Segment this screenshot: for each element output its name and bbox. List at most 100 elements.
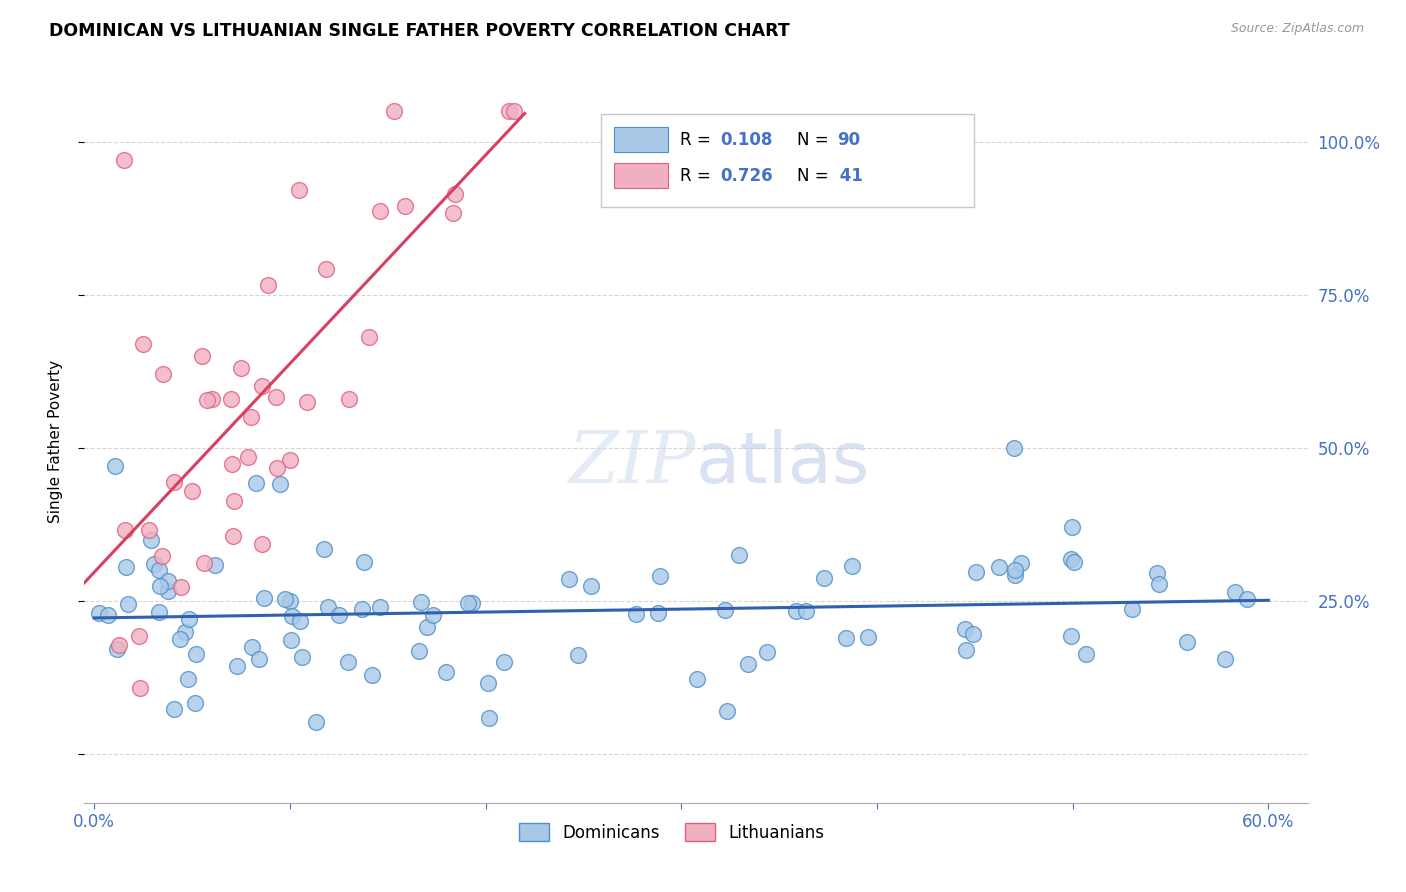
Dominicans: [1213, 652, 1236, 666]
Lithuanians: [443, 186, 465, 201]
Lithuanians: [112, 153, 135, 167]
Dominicans: [841, 559, 863, 574]
Lithuanians: [222, 494, 245, 508]
Dominicans: [353, 555, 375, 569]
Dominicans: [1004, 568, 1026, 582]
Text: Source: ZipAtlas.com: Source: ZipAtlas.com: [1230, 22, 1364, 36]
Dominicans: [1147, 577, 1170, 591]
Dominicans: [336, 655, 359, 669]
Dominicans: [328, 607, 350, 622]
Dominicans: [409, 595, 432, 609]
Dominicans: [1121, 602, 1143, 616]
Dominicans: [157, 574, 180, 588]
Lithuanians: [315, 261, 337, 276]
FancyBboxPatch shape: [600, 114, 973, 207]
Dominicans: [97, 608, 120, 623]
Text: ZIP: ZIP: [568, 428, 696, 499]
Lithuanians: [441, 206, 464, 220]
Dominicans: [278, 593, 301, 607]
Lithuanians: [266, 460, 288, 475]
Lithuanians: [250, 379, 273, 393]
Dominicans: [184, 696, 207, 710]
Dominicans: [247, 651, 270, 665]
Dominicans: [290, 614, 312, 628]
Dominicans: [274, 591, 297, 606]
Lithuanians: [191, 349, 214, 363]
Dominicans: [350, 602, 373, 616]
Dominicans: [647, 606, 669, 620]
Dominicans: [1060, 551, 1083, 566]
Text: 0.108: 0.108: [720, 130, 773, 149]
Dominicans: [716, 704, 738, 718]
Dominicans: [184, 647, 207, 661]
Dominicans: [360, 668, 382, 682]
Lithuanians: [368, 203, 391, 218]
Lithuanians: [337, 392, 360, 406]
Lithuanians: [278, 453, 301, 467]
Dominicans: [1146, 566, 1168, 581]
Dominicans: [755, 645, 778, 659]
Dominicans: [955, 622, 977, 636]
Text: N =: N =: [797, 167, 834, 185]
Dominicans: [253, 591, 276, 605]
Dominicans: [1060, 629, 1083, 643]
Text: DOMINICAN VS LITHUANIAN SINGLE FATHER POVERTY CORRELATION CHART: DOMINICAN VS LITHUANIAN SINGLE FATHER PO…: [49, 22, 790, 40]
Dominicans: [624, 607, 647, 622]
Dominicans: [148, 605, 170, 619]
Dominicans: [157, 583, 180, 598]
Dominicans: [478, 711, 501, 725]
Dominicans: [1010, 556, 1032, 570]
Dominicans: [177, 672, 200, 686]
Y-axis label: Single Father Poverty: Single Father Poverty: [48, 360, 63, 523]
Dominicans: [1225, 585, 1247, 599]
Dominicans: [955, 642, 977, 657]
Dominicans: [314, 541, 336, 556]
Lithuanians: [359, 330, 381, 344]
Lithuanians: [129, 681, 152, 695]
Text: 41: 41: [834, 167, 863, 185]
Lithuanians: [264, 390, 287, 404]
Dominicans: [281, 608, 304, 623]
Dominicans: [965, 565, 987, 579]
Dominicans: [291, 649, 314, 664]
Dominicans: [169, 632, 191, 647]
FancyBboxPatch shape: [614, 128, 668, 152]
Text: 0.726: 0.726: [720, 167, 773, 185]
Dominicans: [813, 570, 835, 584]
Dominicans: [174, 625, 197, 640]
Dominicans: [494, 655, 516, 669]
Text: R =: R =: [681, 130, 716, 149]
Dominicans: [204, 558, 226, 573]
Dominicans: [648, 569, 671, 583]
Lithuanians: [256, 278, 278, 293]
Lithuanians: [288, 183, 311, 197]
Dominicans: [1004, 563, 1026, 577]
Dominicans: [785, 604, 807, 618]
Dominicans: [316, 600, 339, 615]
Dominicans: [148, 564, 170, 578]
Dominicans: [149, 579, 172, 593]
Dominicans: [1074, 647, 1097, 661]
Lithuanians: [221, 457, 243, 471]
Legend: Dominicans, Lithuanians: Dominicans, Lithuanians: [512, 817, 831, 848]
Dominicans: [457, 596, 479, 610]
Dominicans: [834, 631, 856, 645]
Dominicans: [115, 559, 138, 574]
Text: atlas: atlas: [696, 429, 870, 498]
Lithuanians: [128, 629, 150, 643]
Dominicans: [163, 702, 186, 716]
Dominicans: [728, 548, 751, 562]
Dominicans: [962, 626, 984, 640]
Dominicans: [368, 599, 391, 614]
Lithuanians: [222, 529, 245, 543]
Lithuanians: [229, 361, 252, 376]
Lithuanians: [180, 484, 202, 499]
Dominicans: [177, 612, 200, 626]
Lithuanians: [138, 523, 160, 537]
Dominicans: [856, 630, 879, 644]
Dominicans: [460, 596, 482, 610]
Lithuanians: [162, 475, 184, 489]
Lithuanians: [219, 392, 242, 406]
Dominicans: [141, 533, 163, 547]
Dominicans: [1236, 592, 1258, 607]
